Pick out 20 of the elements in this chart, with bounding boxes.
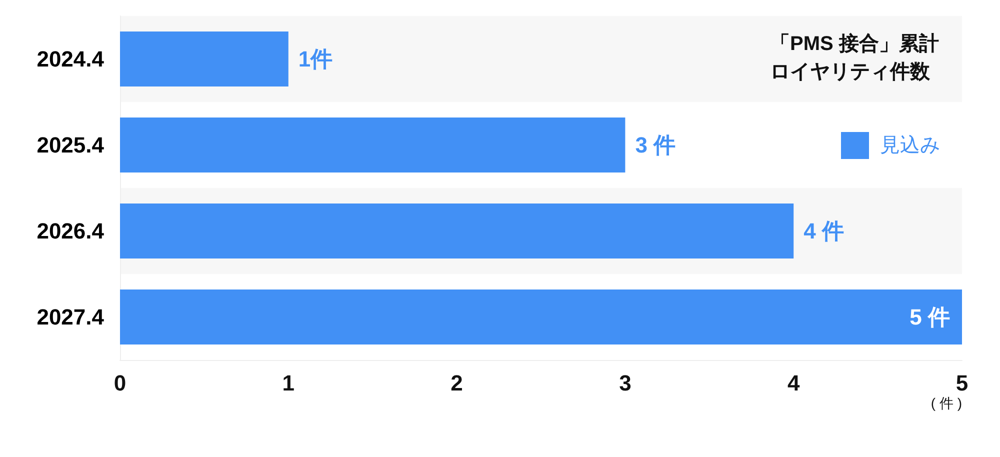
x-tick-label: 2 [450, 370, 463, 396]
bar [120, 31, 288, 87]
legend-label: 見込み [880, 134, 940, 156]
x-axis-title: ( 件 ) [930, 395, 962, 411]
x-tick-label: 5 [956, 370, 968, 396]
bar [120, 117, 626, 173]
text: 「PMS 接合」累計ロイヤリティ件数 [770, 32, 939, 83]
x-tick-label: 4 [787, 370, 800, 396]
x-tick-label: 3 [619, 370, 632, 396]
y-tick-label: 2024.4 [36, 46, 105, 72]
data-label: 1件 [298, 46, 333, 72]
x-tick-label: 0 [114, 370, 126, 396]
data-label: 5 件 [910, 304, 950, 330]
data-label: 3 件 [635, 132, 676, 158]
data-label: 4 件 [804, 218, 844, 244]
y-tick-label: 2026.4 [36, 218, 105, 244]
y-tick-label: 2027.4 [36, 304, 105, 330]
x-tick-label: 1 [282, 370, 295, 396]
y-tick-label: 2025.4 [36, 132, 105, 158]
bar [120, 289, 962, 345]
